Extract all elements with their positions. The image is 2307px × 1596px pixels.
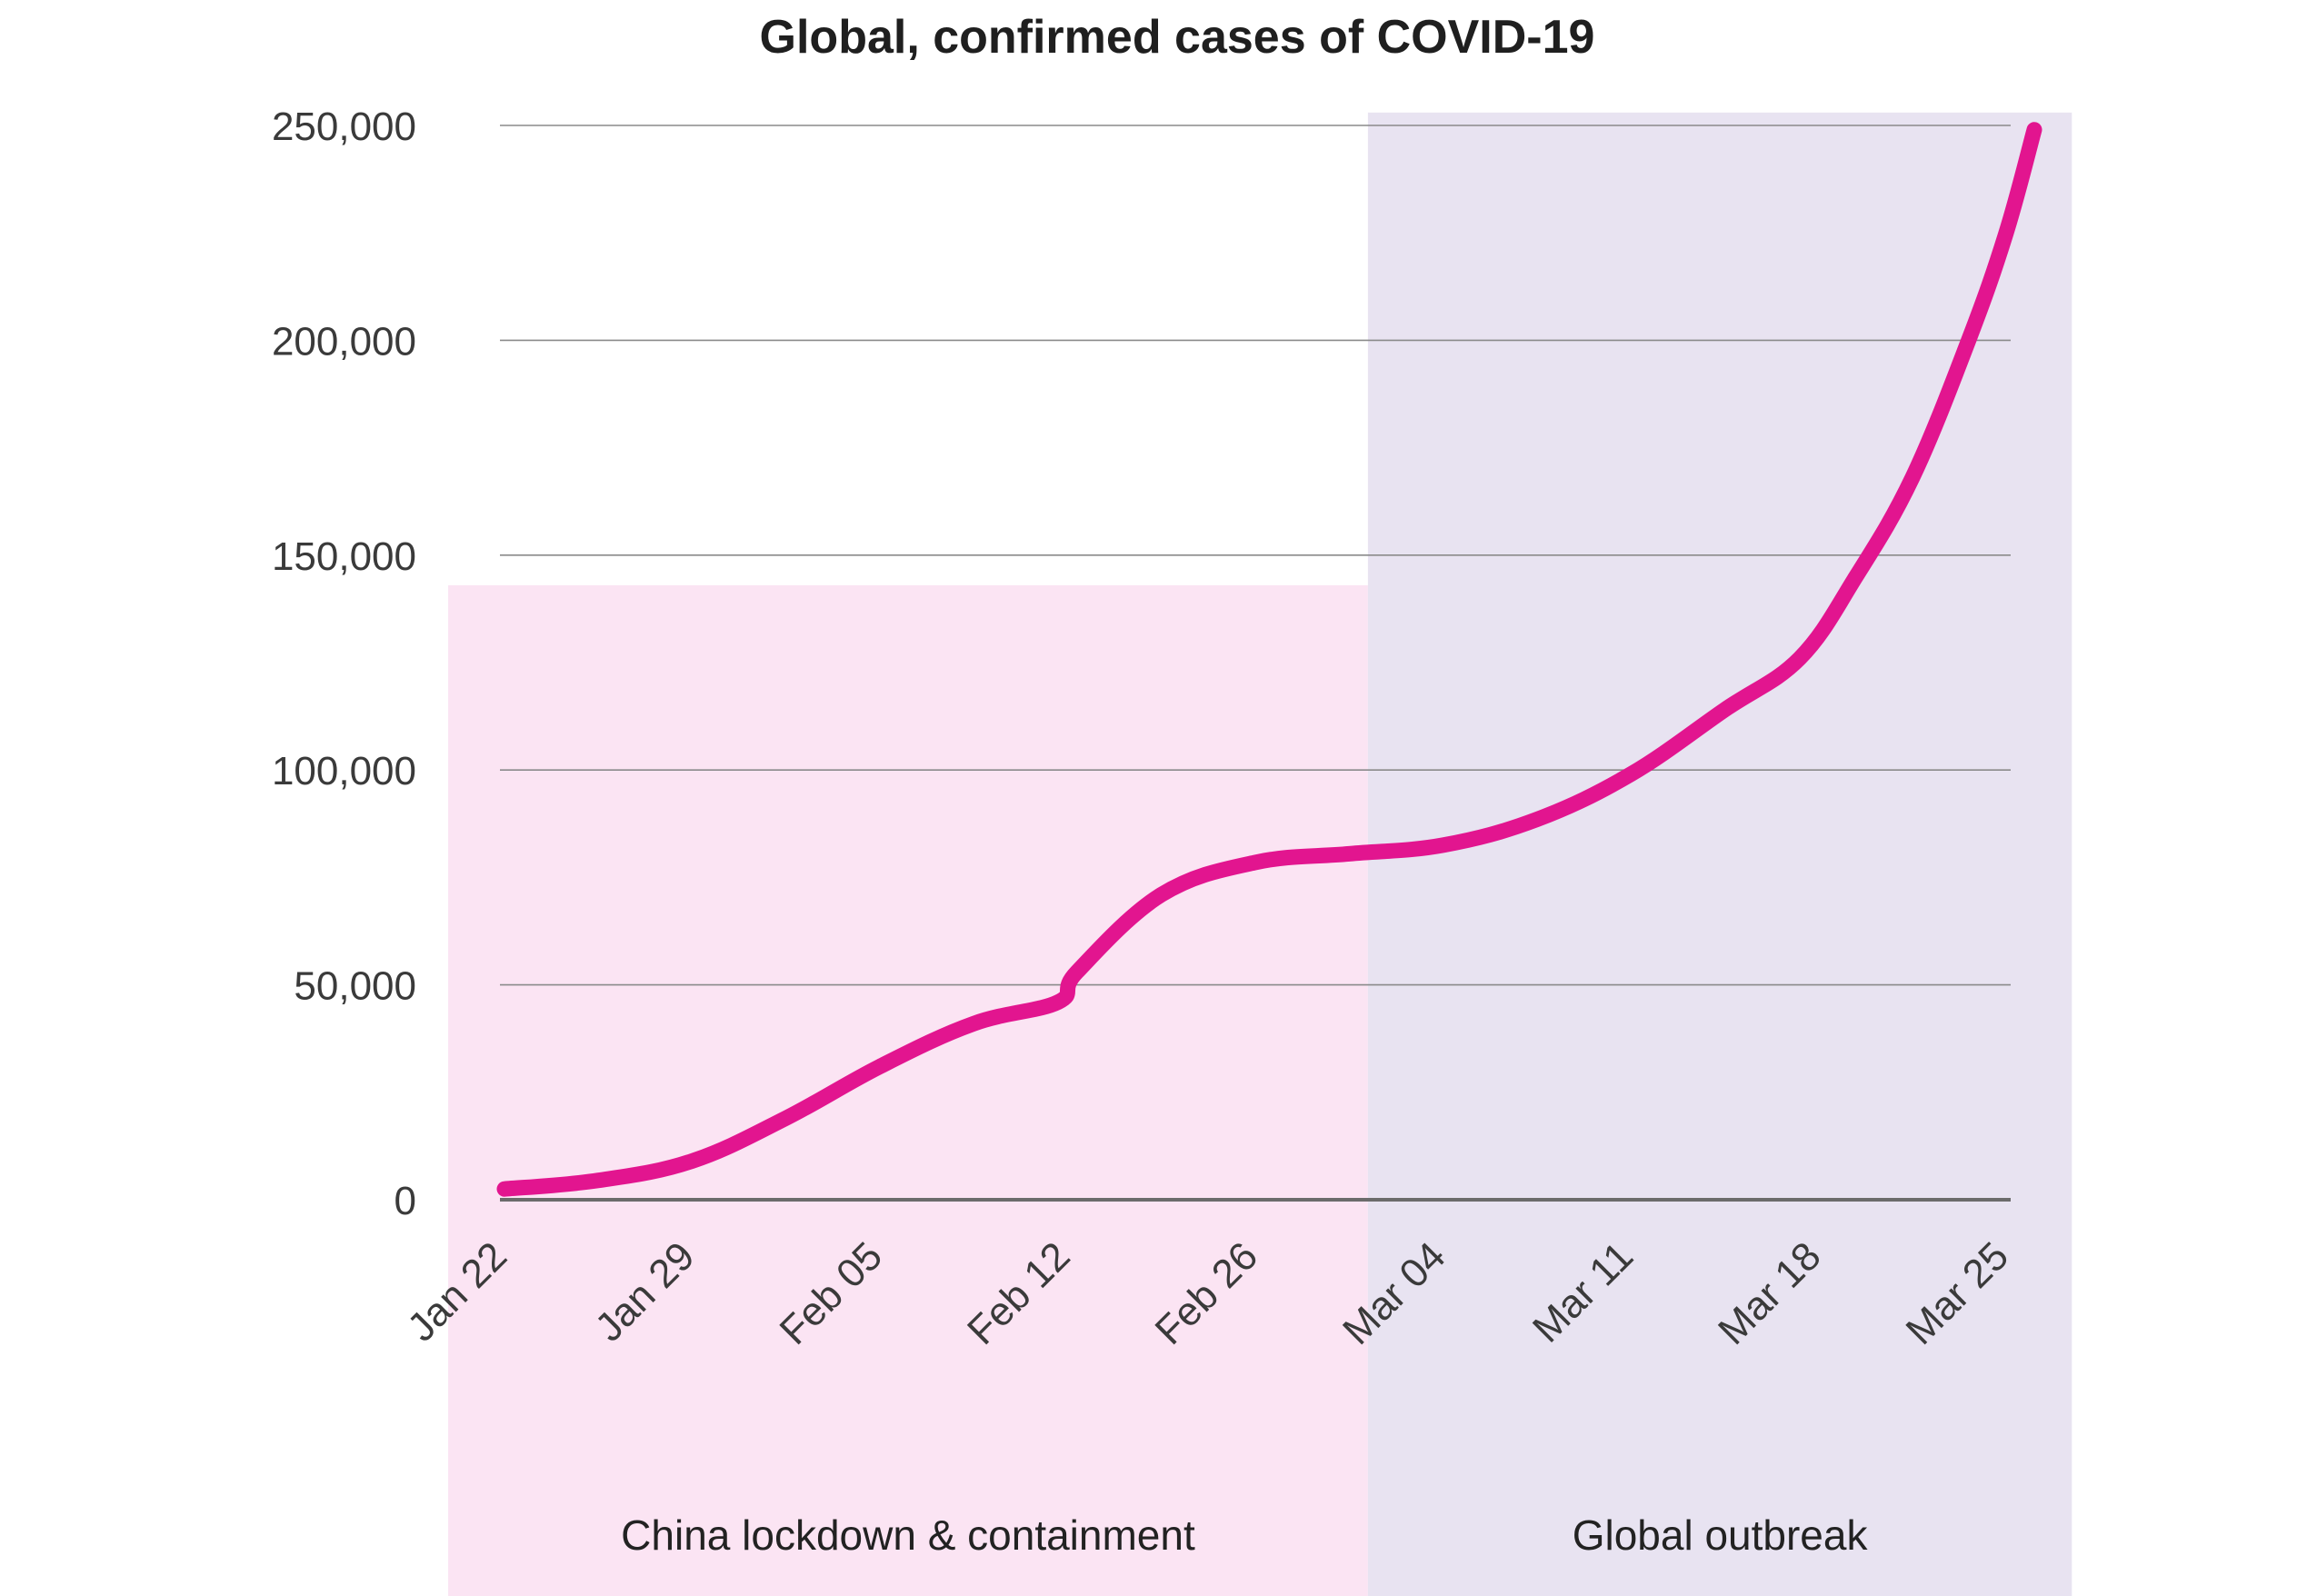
series-lines — [496, 122, 2042, 1197]
series-line-0 — [496, 122, 2042, 1197]
chart-title: Global, confirmed cases of COVID-19 — [760, 11, 1595, 64]
y-tick-label: 150,000 — [272, 534, 416, 579]
y-axis-ticks: 0 50,000 100,000 150,000 200,000 250,000 — [272, 105, 416, 1223]
y-tick-label: 200,000 — [272, 319, 416, 364]
y-tick-label: 50,000 — [294, 964, 416, 1009]
region-label-1: Global outbreak — [1573, 1511, 1869, 1559]
region-label-0: China lockdown & containment — [621, 1511, 1195, 1559]
y-tick-label: 0 — [394, 1179, 416, 1223]
y-tick-label: 250,000 — [272, 105, 416, 149]
region-bg-0 — [448, 584, 1368, 1596]
region-labels: China lockdown & containment Global outbr… — [621, 1511, 1868, 1559]
gridlines — [500, 125, 2011, 1202]
y-tick-label: 100,000 — [272, 749, 416, 793]
